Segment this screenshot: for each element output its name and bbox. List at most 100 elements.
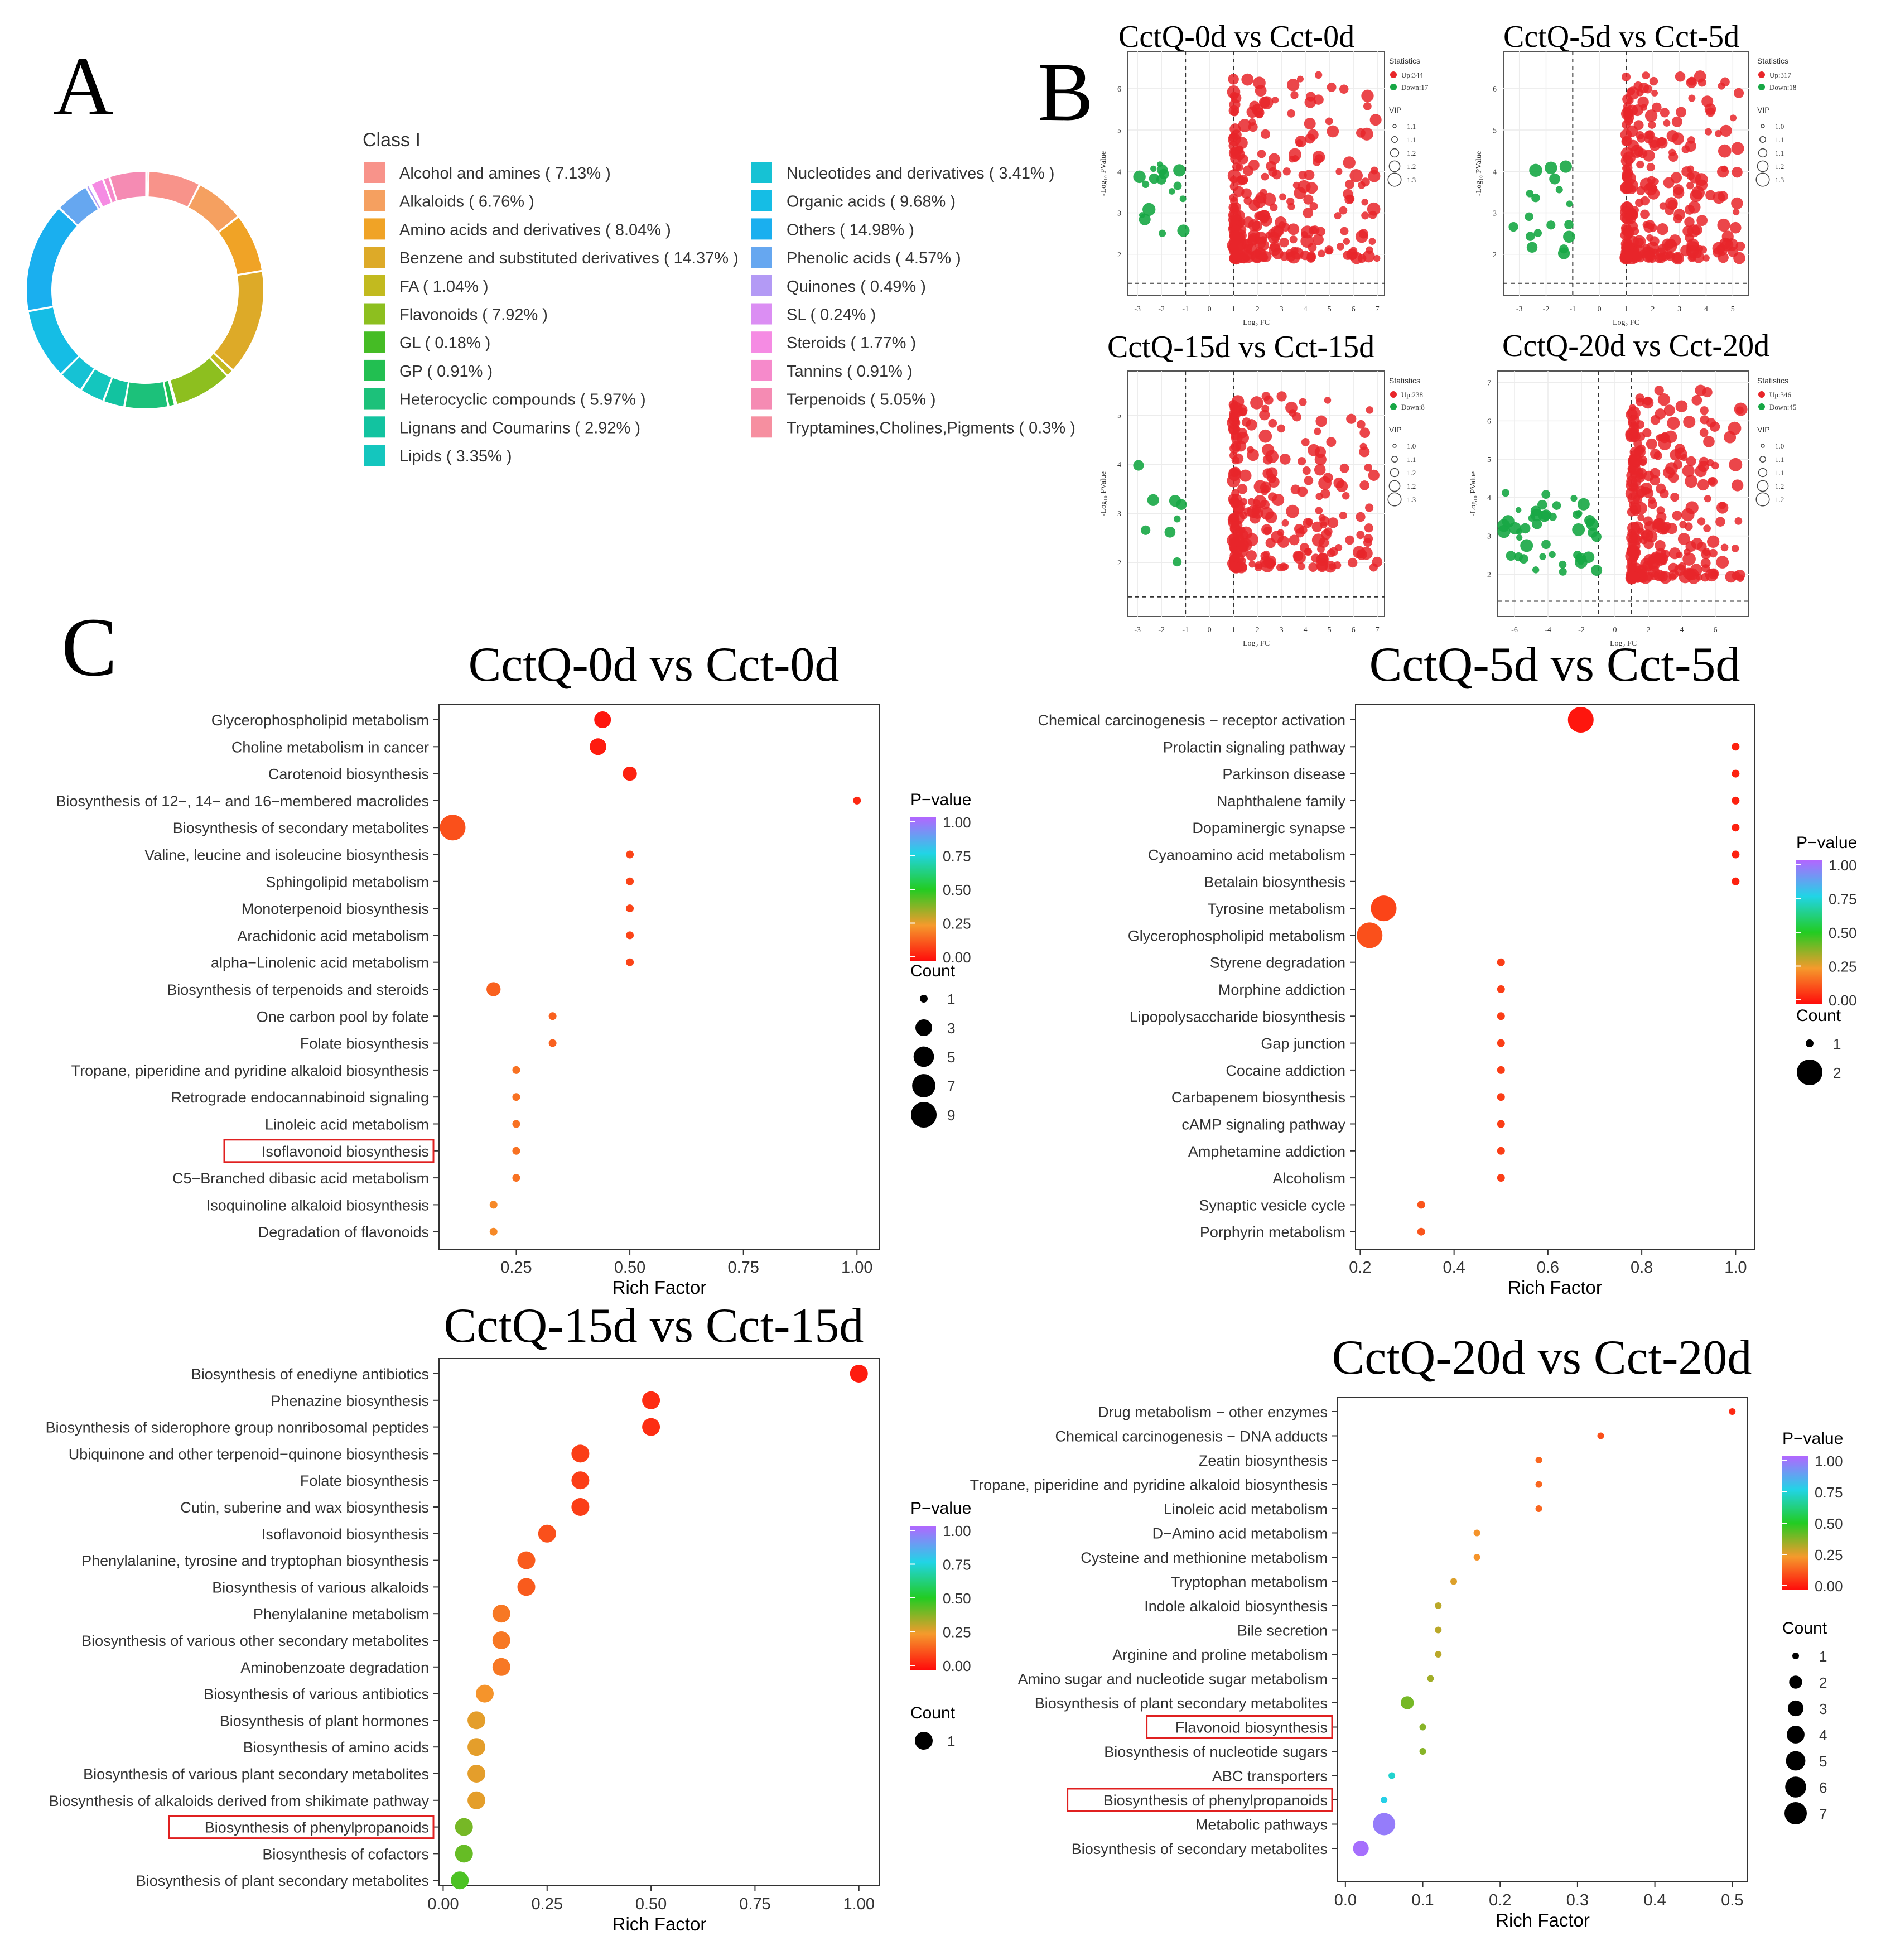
up-point <box>1733 252 1745 264</box>
legend-label: Nucleotides and derivatives ( 3.41% ) <box>787 165 1054 182</box>
x-tick-label: 0.8 <box>1631 1259 1653 1277</box>
y-axis-label: -Log₁₀ PValue <box>1099 151 1108 196</box>
up-point <box>1228 214 1239 225</box>
up-point <box>1229 242 1238 252</box>
up-point <box>1339 84 1349 94</box>
up-point <box>1242 216 1254 228</box>
up-point <box>1620 229 1632 241</box>
bubble-point <box>626 850 634 859</box>
up-point <box>1263 527 1272 535</box>
x-axis-label: Log₂ FC <box>1610 639 1637 648</box>
up-point <box>1639 177 1653 191</box>
pathway-label: Chemical carcinogenesis − DNA adducts <box>1055 1428 1328 1445</box>
up-point <box>1640 558 1652 570</box>
up-point <box>1725 571 1737 583</box>
pathway-label: One carbon pool by folate <box>257 1008 429 1025</box>
legend-label: FA ( 1.04% ) <box>399 278 489 296</box>
legend-label: Terpenoids ( 5.05% ) <box>787 391 936 409</box>
count-legend-title: Count <box>910 1704 956 1722</box>
y-tick-label: 7 <box>1487 379 1491 388</box>
up-point <box>1648 553 1658 564</box>
up-point <box>1675 71 1686 82</box>
up-point <box>1704 128 1713 136</box>
up-point <box>1657 393 1671 406</box>
up-point <box>1696 215 1708 226</box>
plot-frame <box>438 1358 880 1886</box>
up-point <box>1368 469 1380 481</box>
bubble-point <box>1419 1748 1426 1755</box>
x-axis-label: Rich Factor <box>612 1277 707 1298</box>
legend-label: Heterocyclic compounds ( 5.97% ) <box>399 391 646 409</box>
up-point <box>1359 427 1371 439</box>
up-point <box>1247 505 1260 518</box>
up-point <box>1262 468 1273 479</box>
down-point <box>1559 560 1567 569</box>
bubble-point <box>642 1391 660 1409</box>
up-point <box>1658 243 1668 254</box>
up-point <box>1324 245 1334 255</box>
x-tick-label: 6 <box>1352 626 1356 634</box>
legend-vip-value: 1.1 <box>1775 469 1784 477</box>
count-legend-dot <box>1787 1700 1804 1717</box>
x-tick-label: 0.75 <box>727 1259 759 1277</box>
up-point <box>1289 534 1300 546</box>
up-point <box>1654 253 1664 263</box>
up-point <box>1649 76 1658 86</box>
pathway-label: Dopaminergic synapse <box>1192 820 1345 836</box>
legend-label: Alkaloids ( 6.76% ) <box>399 193 534 211</box>
pathway-label: Zeatin biosynthesis <box>1199 1452 1328 1469</box>
pathway-label: Tryptophan metabolism <box>1171 1574 1328 1591</box>
legend-swatch <box>364 331 385 353</box>
up-point <box>1635 393 1644 403</box>
count-legend-value: 5 <box>947 1049 955 1066</box>
x-tick-label: 0.4 <box>1643 1891 1666 1909</box>
pathway-label: Alcoholism <box>1272 1170 1345 1187</box>
down-point <box>1141 525 1151 535</box>
down-point <box>1169 188 1175 195</box>
up-point <box>1368 238 1376 245</box>
down-point <box>1538 510 1551 522</box>
donut-slice <box>125 382 168 409</box>
pathway-label: Flavonoid biosynthesis <box>1175 1720 1328 1736</box>
y-axis-label: -Log₁₀ PValue <box>1469 471 1478 516</box>
x-axis-label: Log₂ FC <box>1243 319 1270 327</box>
legend-swatch <box>364 247 385 268</box>
up-point <box>1622 120 1631 129</box>
x-tick-label: 1.00 <box>841 1259 872 1277</box>
up-point <box>1327 548 1335 557</box>
x-axis-label: Log₂ FC <box>1613 319 1639 327</box>
colorbar-tick-label: 0.50 <box>1829 924 1857 941</box>
count-legend-dot <box>911 1102 937 1128</box>
up-point <box>1624 213 1633 221</box>
x-tick-label: 1 <box>1232 305 1236 314</box>
up-point <box>1636 89 1644 97</box>
bubble-point <box>1417 1201 1425 1209</box>
up-point <box>1685 501 1699 514</box>
pathway-label: Biosynthesis of plant secondary metaboli… <box>136 1872 429 1889</box>
donut-slice <box>164 381 174 406</box>
bubble-point <box>489 1201 498 1209</box>
legend-vip-size <box>1392 444 1397 448</box>
up-point <box>1731 142 1744 155</box>
down-point <box>1179 195 1187 203</box>
legend-vip-value: 1.3 <box>1407 495 1416 504</box>
up-point <box>1355 230 1368 243</box>
up-point <box>1232 162 1241 171</box>
pathway-label: Parkinson disease <box>1222 766 1345 783</box>
up-point <box>1294 523 1304 534</box>
x-tick-label: 1.00 <box>843 1895 875 1913</box>
down-point <box>1583 551 1595 564</box>
pathway-label: Aminobenzoate degradation <box>240 1659 429 1676</box>
down-point <box>1573 510 1581 519</box>
x-tick-label: 0.25 <box>500 1259 532 1277</box>
volcano-title: CctQ-15d vs Cct-15d <box>1107 330 1374 364</box>
pathway-label: Drug metabolism − other enzymes <box>1098 1404 1328 1420</box>
up-point <box>1272 493 1285 506</box>
legend-vip-size <box>1755 492 1770 507</box>
up-point <box>1235 247 1246 258</box>
up-point <box>1642 71 1650 80</box>
up-point <box>1640 196 1650 206</box>
pathway-label: Cysteine and methionine metabolism <box>1081 1549 1328 1566</box>
pathway-label: Biosynthesis of various antibiotics <box>204 1686 429 1703</box>
y-axis-label: -Log₁₀ PValue <box>1475 151 1483 196</box>
